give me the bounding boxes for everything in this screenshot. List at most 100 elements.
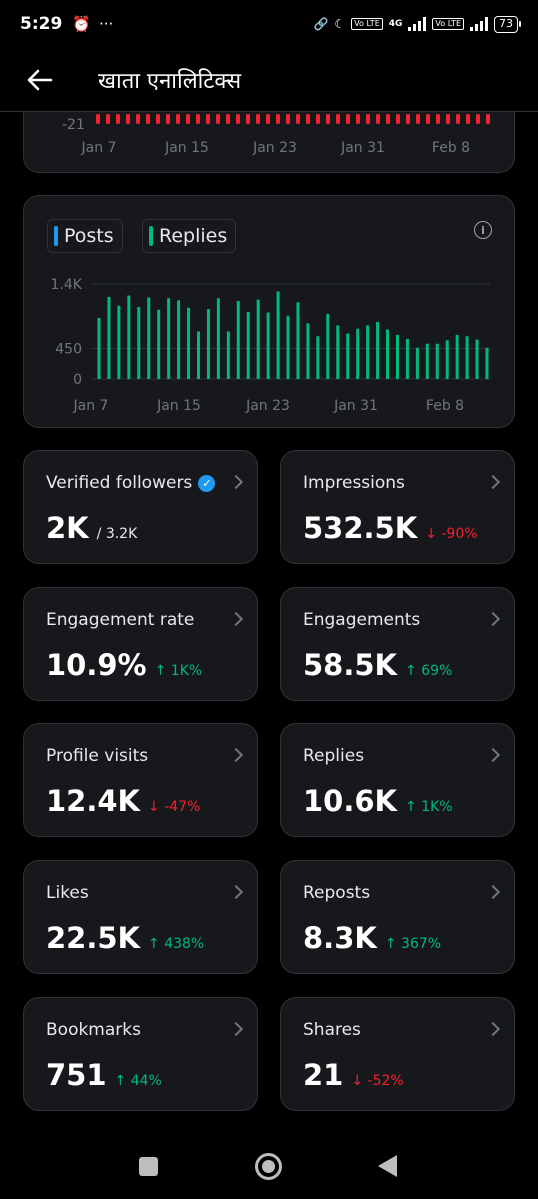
stat-label-text: Engagement rate: [46, 610, 195, 630]
top-chart-bars: [96, 114, 490, 124]
stat-value: 58.5K: [303, 648, 398, 682]
top-x-label: Jan 7: [81, 140, 117, 156]
top-chart-bar: [126, 114, 130, 124]
stat-value: 8.3K: [303, 921, 377, 955]
stat-label-text: Engagements: [303, 610, 421, 630]
recents-button[interactable]: [139, 1157, 158, 1176]
stat-change: ↑ 438%: [148, 936, 205, 952]
replies-bar: [386, 329, 390, 379]
stat-card-engagements[interactable]: Engagements 58.5K ↑ 69%: [280, 587, 515, 701]
more-notifications-icon: ···: [98, 15, 114, 33]
stat-value-row: 10.9% ↑ 1K%: [46, 648, 202, 682]
legend-posts-toggle[interactable]: Posts: [47, 219, 123, 253]
stat-value-row: 12.4K ↓ -47%: [46, 784, 200, 818]
replies-bar: [336, 325, 340, 379]
stat-value: 10.9%: [46, 648, 147, 682]
top-chart-bar: [276, 114, 280, 124]
top-chart-bar: [296, 114, 300, 124]
home-button[interactable]: [255, 1153, 282, 1180]
top-chart-bar: [146, 114, 150, 124]
posts-replies-chart: 1.4K 450 0 Jan 7 Jan 15 Jan 23 Jan 31 Feb 8: [51, 277, 490, 414]
stat-card-verified-followers[interactable]: Verified followers ✓ 2K / 3.2K: [23, 450, 258, 564]
replies-bar: [117, 305, 121, 379]
stat-card-profile-visits[interactable]: Profile visits 12.4K ↓ -47%: [23, 723, 258, 837]
stat-change: ↑ 367%: [384, 936, 442, 952]
stat-card-impressions[interactable]: Impressions 532.5K ↓ -90%: [280, 450, 515, 564]
info-icon[interactable]: i: [474, 221, 492, 239]
replies-bar: [157, 309, 161, 379]
top-chart-bar: [426, 114, 430, 124]
stat-label-text: Verified followers: [46, 473, 193, 493]
stat-card-bookmarks[interactable]: Bookmarks 751 ↑ 44%: [23, 997, 258, 1111]
top-chart-bar: [206, 114, 210, 124]
network-type: 4G: [388, 19, 403, 29]
back-button[interactable]: [20, 60, 60, 100]
replies-bar: [415, 347, 419, 379]
top-chart-bar: [446, 114, 450, 124]
stat-value-row: 751 ↑ 44%: [46, 1058, 162, 1092]
chevron-right-icon: [228, 1021, 244, 1037]
x-tick-label: Feb 8: [426, 398, 464, 414]
top-chart-bar: [466, 114, 470, 124]
top-x-label: Jan 23: [253, 140, 297, 156]
top-chart-bar: [156, 114, 160, 124]
top-chart-bar: [396, 114, 400, 124]
stat-total: / 3.2K: [96, 526, 138, 542]
replies-bar: [236, 300, 240, 379]
chevron-right-icon: [485, 1021, 501, 1037]
stat-value: 22.5K: [46, 921, 141, 955]
posts-replies-chart-card: Posts Replies i 1.4K 450 0 Jan 7 Jan 15 Jan 2…: [23, 195, 515, 428]
stat-label: Reposts: [303, 883, 370, 903]
chevron-right-icon: [228, 474, 244, 490]
battery-indicator: 73: [494, 15, 521, 33]
stat-value: 12.4K: [46, 784, 141, 818]
stat-value-row: 2K / 3.2K: [46, 511, 137, 545]
stat-value: 2K: [46, 511, 89, 545]
replies-bar: [286, 315, 290, 379]
top-chart-bar: [456, 114, 460, 124]
chevron-right-icon: [485, 884, 501, 900]
top-x-label: Jan 31: [341, 140, 385, 156]
top-chart-bar: [356, 114, 360, 124]
stat-label: Profile visits: [46, 746, 148, 766]
stat-label-text: Reposts: [303, 883, 371, 903]
hotspot-link-icon: 🔗: [313, 17, 329, 31]
stat-value-row: 8.3K ↑ 367%: [303, 921, 441, 955]
stat-value-row: 10.6K ↑ 1K%: [303, 784, 453, 818]
stat-label-text: Profile visits: [46, 746, 149, 766]
top-chart-bar: [336, 114, 340, 124]
chevron-right-icon: [485, 474, 501, 490]
system-back-button[interactable]: [378, 1155, 397, 1177]
replies-bar: [435, 343, 439, 379]
system-navbar: [0, 1135, 538, 1199]
y-tick-label: 0: [73, 372, 82, 388]
stat-label-text: Replies: [303, 746, 365, 766]
signal-icon-1: [408, 17, 427, 31]
stat-label: Shares: [303, 1020, 361, 1040]
top-chart-bar: [406, 114, 410, 124]
replies-bar: [137, 307, 141, 379]
stat-value-row: 58.5K ↑ 69%: [303, 648, 452, 682]
status-right: 🔗 ☾ Vo LTE 4G Vo LTE 73: [313, 15, 521, 33]
replies-bar: [376, 322, 380, 379]
stat-card-engagement-rate[interactable]: Engagement rate 10.9% ↑ 1K%: [23, 587, 258, 701]
top-chart-bar: [246, 114, 250, 124]
stat-card-likes[interactable]: Likes 22.5K ↑ 438%: [23, 860, 258, 974]
replies-bar: [296, 302, 300, 379]
replies-bar: [366, 325, 370, 379]
top-chart-bar: [286, 114, 290, 124]
stat-label: Replies: [303, 746, 364, 766]
stat-card-reposts[interactable]: Reposts 8.3K ↑ 367%: [280, 860, 515, 974]
signal-icon-2: [470, 17, 488, 31]
app-header: खाता एनालिटिक्स: [0, 48, 538, 112]
legend-replies-toggle[interactable]: Replies: [142, 219, 237, 253]
stat-card-replies[interactable]: Replies 10.6K ↑ 1K%: [280, 723, 515, 837]
replies-bar: [455, 334, 459, 379]
replies-bar: [425, 343, 429, 379]
top-chart-bar: [106, 114, 110, 124]
replies-bar: [216, 298, 220, 379]
replies-bar: [196, 331, 200, 379]
stat-card-shares[interactable]: Shares 21 ↓ -52%: [280, 997, 515, 1111]
top-chart-bar: [476, 114, 480, 124]
replies-bar: [127, 295, 131, 379]
